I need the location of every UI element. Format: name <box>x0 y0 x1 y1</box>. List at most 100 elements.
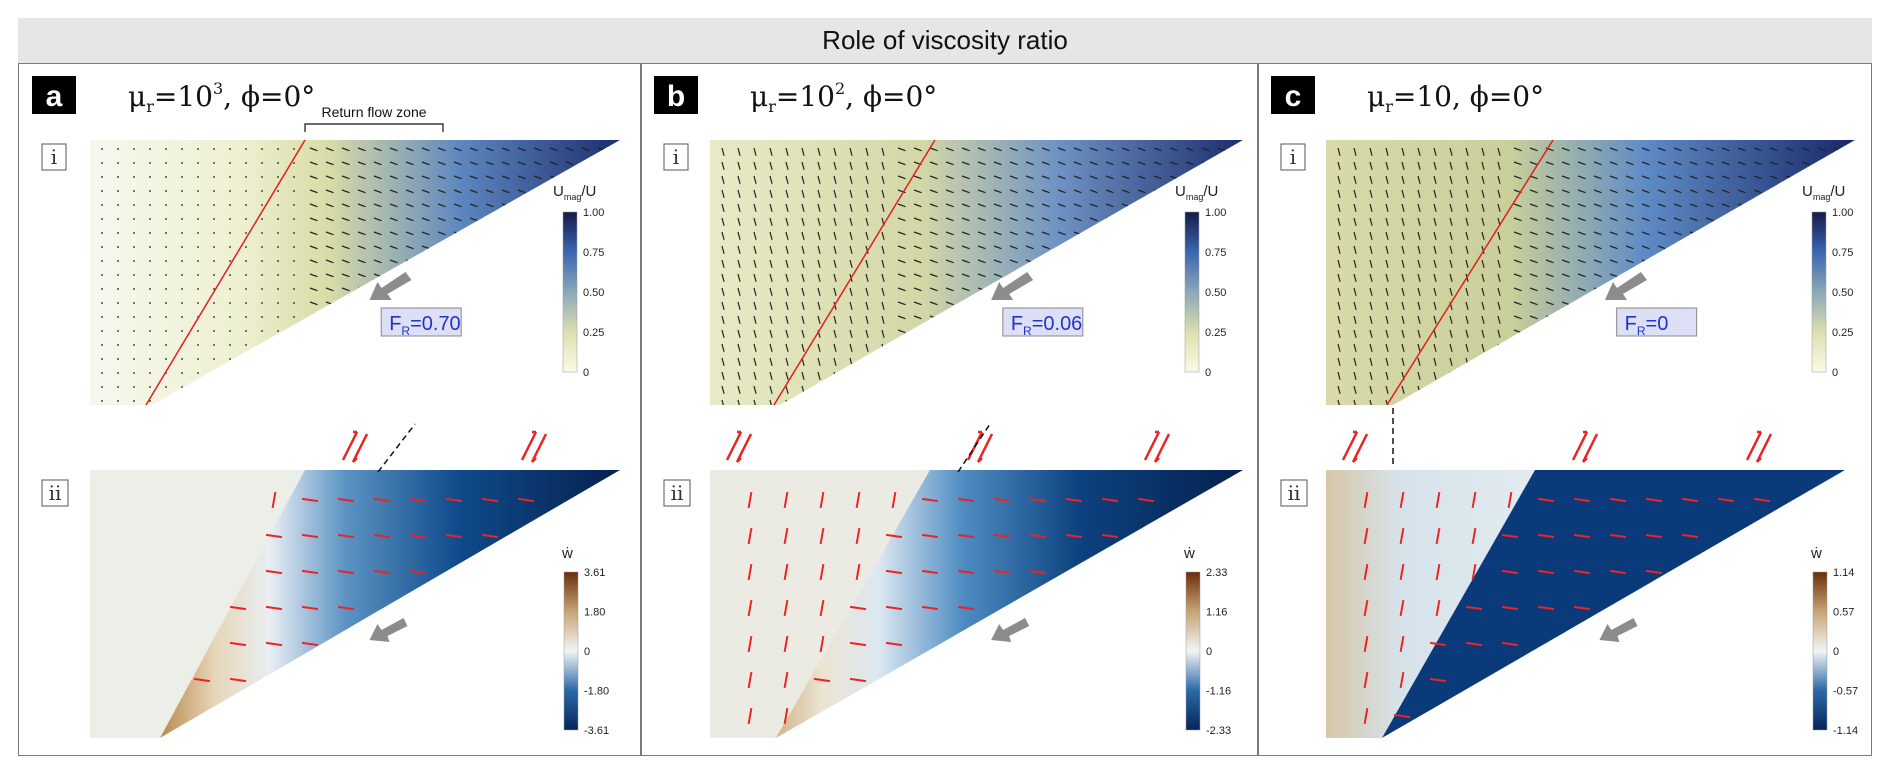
velocity-vector <box>865 245 869 254</box>
velocity-vector <box>897 329 906 334</box>
panel-label-box <box>32 76 76 114</box>
velocity-vector <box>1561 399 1570 404</box>
velocity-vector <box>469 371 478 376</box>
umag-tick: 0.50 <box>583 287 604 299</box>
velocity-vector <box>1769 259 1778 264</box>
velocity-vector <box>849 189 853 198</box>
velocity-vector <box>341 231 350 236</box>
shear-tick <box>229 605 247 611</box>
velocity-vector <box>1641 231 1650 236</box>
velocity-vector <box>357 399 366 404</box>
velocity-vector <box>1689 357 1698 362</box>
velocity-vector <box>1801 245 1810 250</box>
velocity-vector <box>533 301 542 306</box>
velocity-vector <box>737 343 741 352</box>
velocity-vector <box>549 287 558 292</box>
velocity-vector <box>1561 161 1570 166</box>
velocity-vector <box>421 203 430 208</box>
velocity-vector <box>1785 203 1794 208</box>
velocity-vector <box>929 217 938 222</box>
velocity-vector <box>881 301 885 310</box>
velocity-vector <box>1433 301 1437 310</box>
velocity-vector <box>1785 399 1794 404</box>
shear-sense-icon <box>1755 433 1773 463</box>
velocity-vector <box>1689 343 1698 348</box>
velocity-vector <box>1801 329 1810 334</box>
velocity-vector <box>1705 385 1714 390</box>
velocity-vector <box>1105 329 1114 334</box>
velocity-vector <box>1073 175 1082 180</box>
velocity-vector <box>1073 399 1082 404</box>
velocity-vector <box>1849 371 1855 376</box>
velocity-vector <box>1609 245 1618 250</box>
velocity-vector <box>1089 245 1098 250</box>
velocity-vector <box>769 161 773 170</box>
velocity-vector <box>929 301 938 306</box>
velocity-vector <box>1169 217 1178 222</box>
velocity-vector <box>721 273 725 282</box>
velocity-vector <box>753 399 757 405</box>
velocity-vector <box>549 371 558 376</box>
velocity-vector <box>1769 399 1778 404</box>
velocity-vector <box>1737 329 1746 334</box>
velocity-vector <box>1849 189 1855 194</box>
velocity-vector <box>1385 301 1389 310</box>
velocity-vector <box>1641 371 1650 376</box>
velocity-vector <box>485 259 494 264</box>
velocity-vector <box>769 203 773 212</box>
umag-colorbar-title: Umag/U <box>553 183 596 202</box>
velocity-vector <box>1009 399 1018 404</box>
velocity-vector <box>1753 189 1762 194</box>
velocity-vector <box>357 329 366 334</box>
velocity-vector <box>469 301 478 306</box>
velocity-vector <box>961 231 970 236</box>
velocity-vector <box>769 147 773 156</box>
velocity-vector <box>309 175 318 180</box>
velocity-vector <box>485 273 494 278</box>
velocity-vector <box>533 385 542 390</box>
velocity-vector <box>1721 399 1730 404</box>
velocity-vector <box>945 385 954 390</box>
shear-tick <box>265 533 283 539</box>
velocity-vector <box>341 273 350 278</box>
shear-tick <box>1681 533 1699 539</box>
velocity-vector <box>1801 301 1810 306</box>
velocity-vector <box>865 147 869 156</box>
velocity-vector <box>1641 189 1650 194</box>
velocity-vector <box>1769 357 1778 362</box>
velocity-vector <box>721 161 725 170</box>
velocity-vector <box>453 231 462 236</box>
velocity-vector <box>1073 301 1082 306</box>
flow-arrow-icon <box>991 272 1034 300</box>
velocity-vector <box>309 385 318 390</box>
shear-tick <box>1507 491 1513 509</box>
velocity-vector <box>325 203 334 208</box>
velocity-vector <box>1801 399 1810 404</box>
velocity-vector <box>533 259 542 264</box>
velocity-vector <box>721 399 725 405</box>
velocity-vector <box>817 287 821 296</box>
velocity-vector <box>961 147 970 152</box>
velocity-vector <box>1593 301 1602 306</box>
velocity-vector <box>437 343 446 348</box>
velocity-vector <box>801 245 805 254</box>
shear-tick <box>993 533 1011 539</box>
flow-arrow-icon <box>1599 618 1638 642</box>
velocity-vector <box>737 329 741 338</box>
velocity-vector <box>325 259 334 264</box>
shear-tick <box>921 569 939 575</box>
velocity-vector <box>501 343 510 348</box>
panel-b: b μr=102, ϕ=0°iFR=0.06Umag/U1.000.750.500… <box>654 76 1245 740</box>
velocity-vector <box>1785 371 1794 376</box>
velocity-vector <box>993 315 1002 320</box>
velocity-vector <box>517 315 526 320</box>
velocity-vector <box>753 343 757 352</box>
velocity-vector <box>1417 357 1421 366</box>
velocity-vector <box>785 315 789 324</box>
velocity-vector <box>581 357 590 362</box>
velocity-vector <box>929 147 938 152</box>
velocity-vector <box>1105 273 1114 278</box>
umag-colorbar <box>1811 211 1827 373</box>
velocity-vector <box>373 189 382 194</box>
velocity-vector <box>469 245 478 250</box>
